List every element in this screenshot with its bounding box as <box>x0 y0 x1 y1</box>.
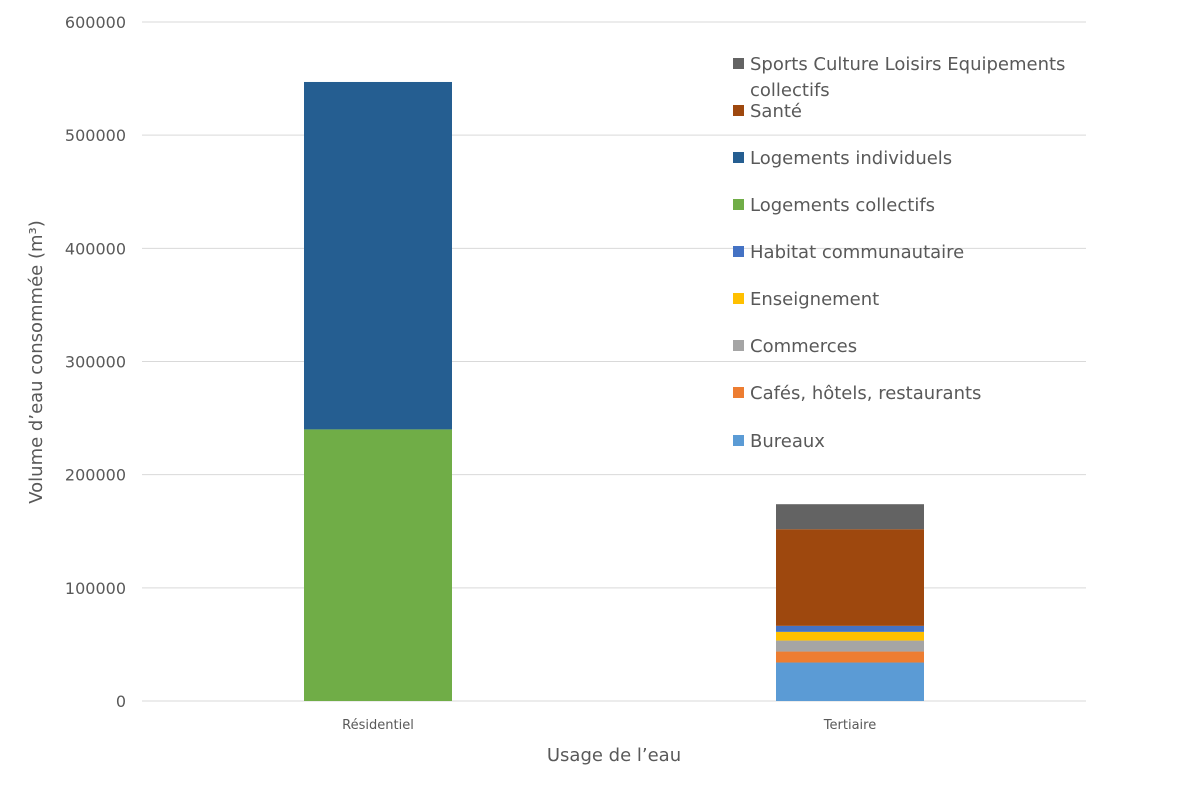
legend-swatch <box>733 246 744 257</box>
legend-swatch <box>733 199 744 210</box>
legend-swatch <box>733 435 744 446</box>
legend-label: Santé <box>750 101 802 122</box>
legend-swatch <box>733 152 744 163</box>
legend-label: Logements individuels <box>750 148 952 169</box>
bar-segment-sant- <box>776 529 924 626</box>
legend-swatch <box>733 58 744 69</box>
y-tick-label: 0 <box>116 692 126 711</box>
bar-segment-habitat-communautaire <box>776 625 924 632</box>
y-tick-label: 400000 <box>65 239 126 258</box>
legend-label: Habitat communautaire <box>750 242 964 263</box>
legend-label: Sports Culture Loisirs Equipements collec… <box>750 54 1065 101</box>
y-tick-label: 300000 <box>65 353 126 372</box>
legend-label: Cafés, hôtels, restaurants <box>750 383 981 404</box>
legend-label: Commerces <box>750 336 857 357</box>
y-tick-label: 600000 <box>65 13 126 32</box>
y-tick-label: 500000 <box>65 126 126 145</box>
legend-swatch <box>733 340 744 351</box>
y-axis-label: Volume d’eau consommée (m³) <box>26 220 47 504</box>
legend-label: Bureaux <box>750 431 825 452</box>
bar-segment-logements-collectifs <box>304 429 452 701</box>
x-tick-label: Résidentiel <box>342 718 414 733</box>
bar-segment-caf-s-h-tels-restaurants <box>776 651 924 663</box>
x-axis-label: Usage de l’eau <box>547 745 681 766</box>
y-tick-label: 200000 <box>65 466 126 485</box>
bar-segment-logements-individuels <box>304 81 452 430</box>
bar-segment-enseignement <box>776 631 924 641</box>
legend-swatch <box>733 105 744 116</box>
legend-label: Enseignement <box>750 289 879 310</box>
legend-swatch <box>733 293 744 304</box>
legend-swatch <box>733 387 744 398</box>
bar-segment-bureaux <box>776 662 924 701</box>
x-tick-label: Tertiaire <box>823 718 876 733</box>
y-tick-label: 100000 <box>65 579 126 598</box>
bar-segment-commerces <box>776 640 924 652</box>
legend-label: Logements collectifs <box>750 195 935 216</box>
bar-segment-sports-culture-loisirs-equipements-collectifs <box>776 504 924 530</box>
